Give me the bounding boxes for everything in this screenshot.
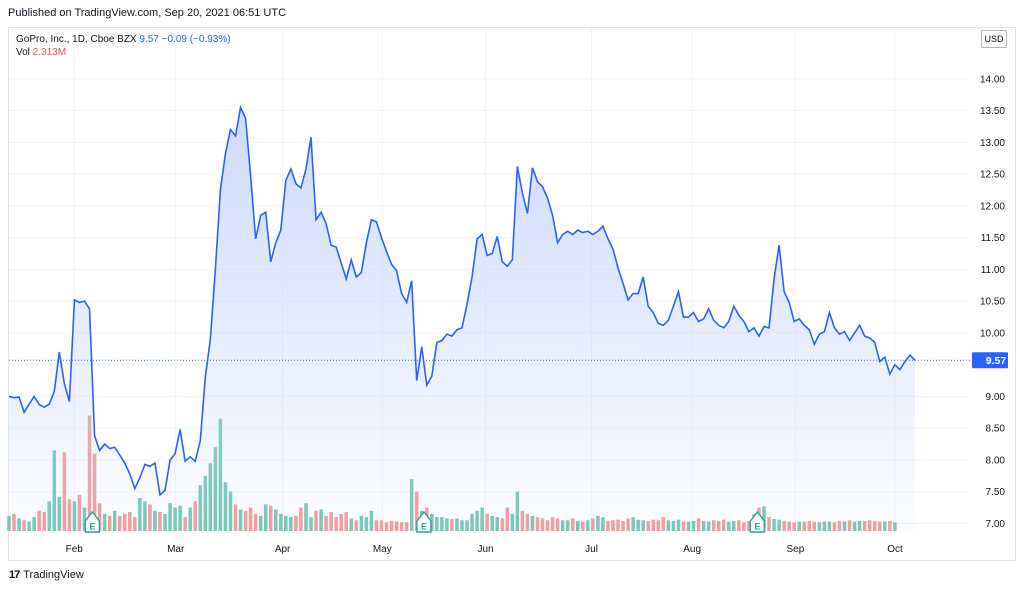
price-tick-label: 9.00 — [986, 392, 1006, 403]
earnings-icon — [416, 510, 432, 533]
earnings-icon — [749, 510, 766, 533]
currency-button[interactable]: USD — [981, 30, 1007, 48]
earnings-icon — [84, 510, 101, 533]
last-price-badge-text: 9.57 — [986, 355, 1007, 367]
tradingview-logo[interactable]: 17 TradingView — [9, 569, 84, 581]
price-tick-label: 12.50 — [980, 170, 1005, 181]
price-axis-labels: 7.007.508.008.509.009.5010.0010.5011.001… — [980, 74, 1005, 530]
price-area — [9, 107, 915, 534]
earnings-letter: E — [89, 522, 95, 532]
last-price-badge-bg — [972, 352, 1008, 369]
time-tick-label: Oct — [887, 544, 903, 555]
time-tick-label: May — [373, 544, 392, 555]
time-tick-label: Sep — [787, 544, 805, 555]
price-tick-label: 8.00 — [986, 455, 1006, 466]
price-tick-label: 7.00 — [986, 519, 1006, 530]
volume-label: Vol — [16, 47, 30, 58]
price-line — [8, 104, 916, 497]
price-tick-label: 11.00 — [981, 265, 1006, 276]
symbol-description: GoPro, Inc., 1D, Cboe BZX — [16, 34, 137, 45]
price-tick-label: 7.50 — [986, 487, 1006, 498]
time-tick-label: Mar — [167, 544, 185, 555]
price-tick-label: 13.00 — [980, 138, 1005, 149]
last-price-badge: 9.57 — [972, 352, 1008, 369]
price-tick-label: 13.50 — [980, 106, 1005, 117]
last-price-value: 9.57 — [139, 34, 159, 45]
tradingview-brand: TradingView — [23, 569, 84, 581]
time-axis-labels: Feb Mar Apr May Jun Jul Aug Sep Oct — [66, 544, 903, 555]
earnings-marker[interactable]: E — [749, 510, 766, 533]
price-tick-label: 10.50 — [980, 297, 1005, 308]
earnings-letter: E — [421, 522, 427, 532]
volume-value: 2.313M — [32, 47, 67, 58]
price-tick-label: 14.00 — [980, 74, 1005, 85]
time-tick-label: Aug — [683, 544, 701, 555]
time-tick-label: Jul — [585, 544, 598, 555]
tradingview-logo-icon: 17 — [9, 569, 20, 581]
price-tick-label: 12.00 — [980, 201, 1005, 212]
earnings-letter: E — [754, 522, 760, 532]
earnings-marker[interactable]: E — [84, 510, 101, 533]
published-caption: Published on TradingView.com, Sep 20, 20… — [8, 7, 287, 19]
chart-frame — [8, 27, 1016, 561]
price-change: −0.09 (−0.93%) — [161, 34, 231, 45]
price-tick-label: 8.50 — [986, 424, 1006, 435]
chart-legend: GoPro, Inc., 1D, Cboe BZX 9.57 −0.09 (−0… — [16, 33, 231, 59]
time-tick-label: Feb — [66, 544, 84, 555]
time-tick-label: Jun — [477, 544, 493, 555]
time-tick-label: Apr — [275, 544, 291, 555]
price-tick-label: 11.50 — [981, 233, 1006, 244]
price-tick-label: 10.00 — [980, 328, 1005, 339]
earnings-marker[interactable]: E — [416, 510, 432, 533]
